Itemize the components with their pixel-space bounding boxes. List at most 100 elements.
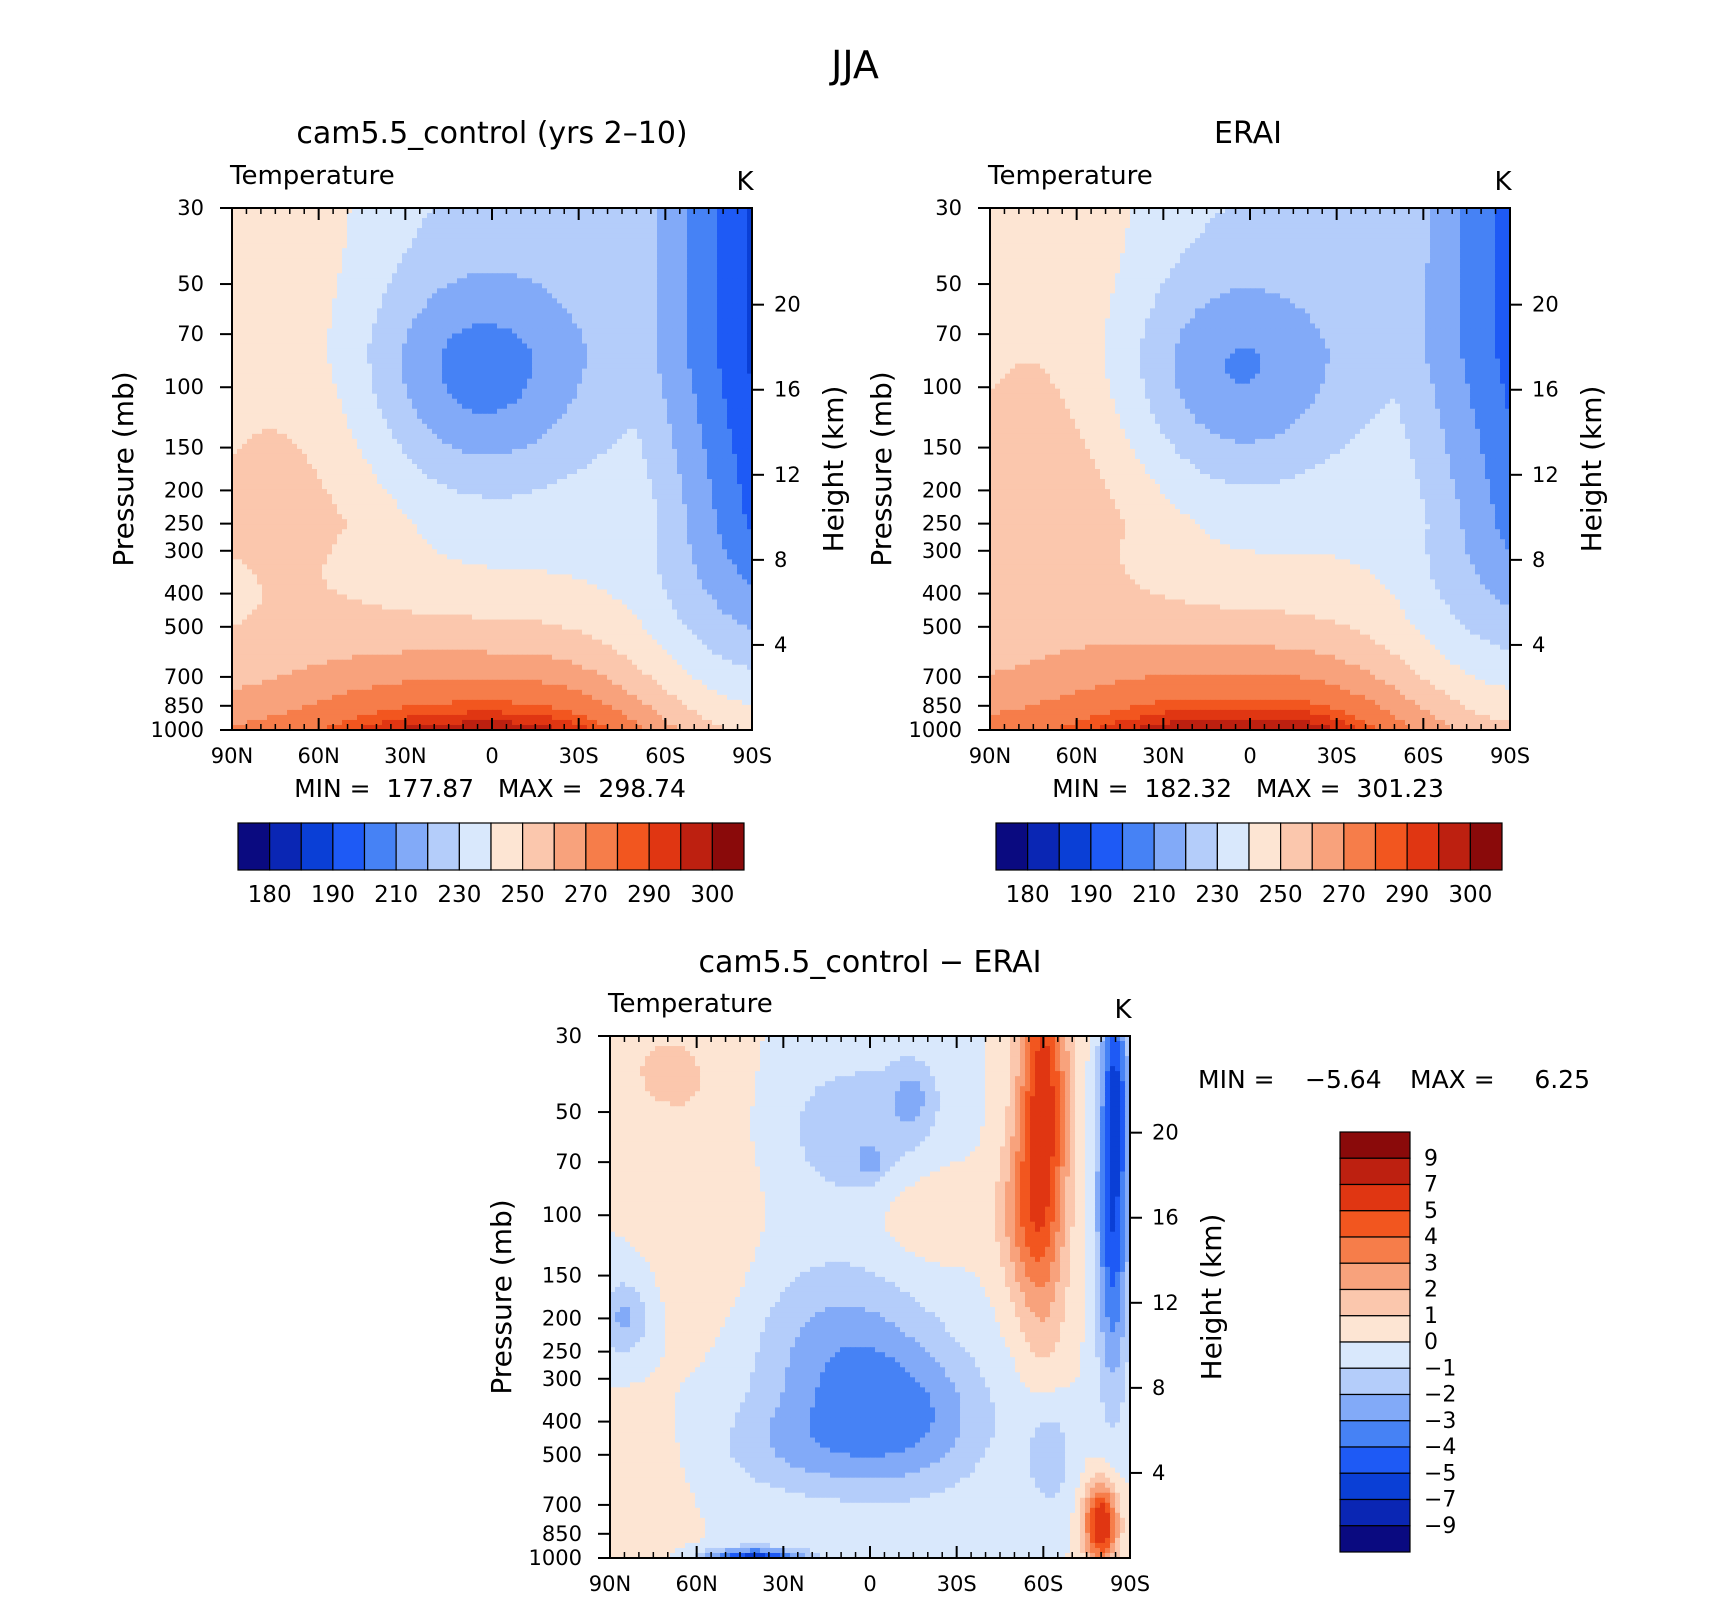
field-cell — [262, 318, 268, 325]
field-cell — [617, 403, 623, 410]
field-cell — [352, 218, 358, 224]
field-cell — [297, 293, 303, 299]
field-cell — [642, 233, 648, 239]
field-cell — [332, 338, 338, 345]
field-cell — [307, 308, 313, 314]
field-cell — [232, 398, 238, 405]
field-cell — [462, 268, 468, 274]
field-cell — [712, 343, 718, 350]
field-cell — [507, 443, 513, 450]
field-cell — [492, 273, 498, 279]
field-cell — [432, 418, 438, 425]
field-cell — [552, 348, 558, 355]
field-cell — [687, 253, 693, 259]
field-cell — [352, 238, 358, 244]
field-cell — [432, 278, 438, 284]
field-cell — [347, 308, 353, 314]
field-cell — [687, 248, 693, 254]
field-cell — [247, 388, 253, 395]
field-cell — [642, 228, 648, 234]
field-cell — [372, 308, 378, 314]
field-cell — [407, 418, 413, 425]
field-cell — [502, 223, 508, 229]
field-cell — [602, 238, 608, 244]
field-cell — [672, 268, 678, 274]
field-cell — [372, 423, 378, 430]
field-cell — [327, 323, 333, 330]
field-cell — [342, 363, 348, 370]
field-cell — [607, 218, 613, 224]
field-cell — [262, 443, 268, 450]
field-cell — [497, 258, 503, 264]
field-cell — [682, 343, 688, 350]
field-cell — [367, 318, 373, 325]
field-cell — [627, 238, 633, 244]
field-cell — [612, 363, 618, 370]
field-cell — [632, 338, 638, 345]
field-cell — [697, 283, 703, 289]
field-cell — [382, 283, 388, 289]
field-cell — [372, 443, 378, 450]
field-cell — [487, 413, 493, 420]
field-cell — [612, 308, 618, 314]
field-cell — [712, 233, 718, 239]
field-cell — [377, 383, 383, 390]
field-cell — [292, 373, 298, 380]
field-cell — [722, 258, 728, 264]
field-cell — [507, 218, 513, 224]
field-cell — [732, 273, 738, 279]
field-cell — [407, 358, 413, 365]
field-cell — [682, 228, 688, 234]
field-cell — [652, 408, 658, 415]
field-cell — [692, 303, 698, 309]
field-cell — [462, 288, 468, 294]
field-cell — [307, 323, 313, 330]
field-cell — [312, 348, 318, 355]
field-cell — [597, 413, 603, 420]
field-cell — [747, 368, 752, 375]
field-cell — [747, 333, 752, 340]
field-cell — [332, 313, 338, 320]
field-cell — [432, 268, 438, 274]
field-cell — [497, 428, 503, 435]
field-cell — [732, 408, 738, 415]
field-cell — [627, 343, 633, 350]
field-cell — [722, 293, 728, 299]
field-cell — [582, 363, 588, 370]
field-cell — [502, 378, 508, 385]
field-cell — [602, 228, 608, 234]
field-cell — [517, 323, 523, 330]
field-cell — [647, 303, 653, 309]
field-cell — [367, 268, 373, 274]
field-cell — [592, 393, 598, 400]
field-cell — [612, 243, 618, 249]
field-cell — [537, 383, 543, 390]
field-cell — [337, 298, 343, 304]
field-cell — [387, 358, 393, 365]
field-cell — [747, 213, 752, 219]
field-cell — [337, 323, 343, 330]
field-cell — [727, 218, 733, 224]
field-cell — [507, 233, 513, 239]
field-cell — [742, 333, 748, 340]
field-cell — [537, 308, 543, 314]
field-cell — [582, 283, 588, 289]
field-cell — [482, 323, 488, 330]
field-cell — [332, 388, 338, 395]
field-cell — [747, 303, 752, 309]
field-cell — [322, 228, 328, 234]
field-cell — [272, 373, 278, 380]
field-cell — [507, 258, 513, 264]
field-cell — [292, 228, 298, 234]
field-cell — [277, 348, 283, 355]
field-cell — [602, 283, 608, 289]
field-cell — [662, 298, 668, 304]
field-cell — [412, 423, 418, 430]
field-cell — [647, 253, 653, 259]
field-cell — [737, 323, 743, 330]
field-cell — [722, 433, 728, 440]
field-cell — [477, 288, 483, 294]
field-cell — [597, 293, 603, 299]
field-cell — [417, 293, 423, 299]
field-cell — [262, 263, 268, 269]
